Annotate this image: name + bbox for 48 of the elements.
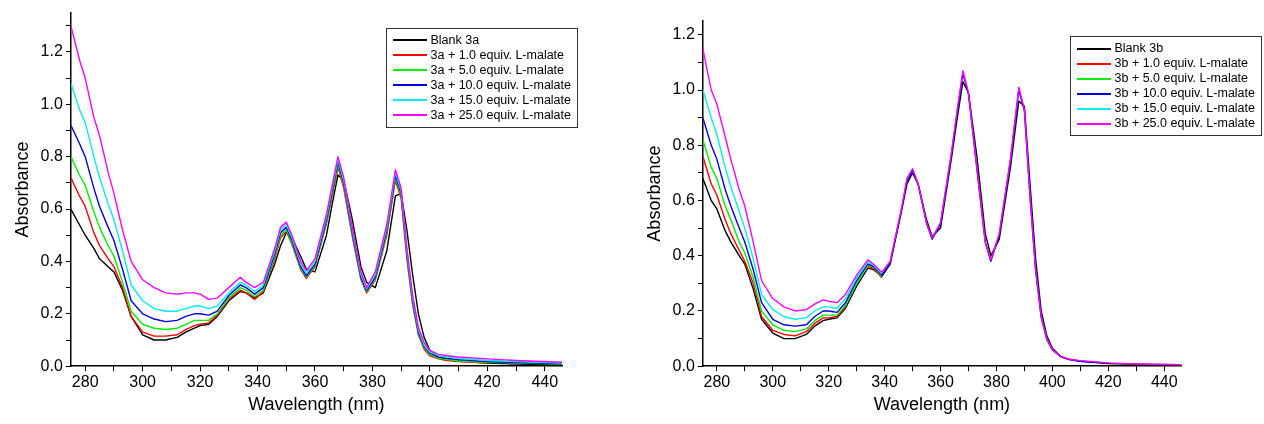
y-tick-label: 1.0 <box>40 94 63 112</box>
y-axis-title: Absorbance <box>643 145 664 242</box>
x-tick-label: 320 <box>815 373 843 391</box>
x-tick-label: 420 <box>473 373 501 391</box>
x-tick-label: 280 <box>71 373 99 391</box>
legend-label: 3a + 25.0 equiv. L-malate <box>430 107 571 123</box>
legend-label: 3a + 15.0 equiv. L-malate <box>430 92 571 108</box>
legend-label: Blank 3b <box>1114 41 1164 56</box>
x-tick-label: 380 <box>359 373 386 391</box>
y-tick-label: 0.6 <box>40 199 63 217</box>
legend-label: 3a + 10.0 equiv. L-malate <box>430 77 571 93</box>
legend-label: 3a + 1.0 equiv. L-malate <box>430 47 565 63</box>
x-tick-label: 440 <box>1150 373 1178 391</box>
y-tick-label: 1.0 <box>672 80 695 98</box>
x-tick-label: 420 <box>1094 373 1122 391</box>
legend-label: 3b + 5.0 equiv. L-malate <box>1114 71 1249 86</box>
x-axis-title: Wavelength (nm) <box>248 394 385 415</box>
legend-label: 3b + 25.0 equiv. L-malate <box>1114 116 1255 131</box>
y-tick-label: 0.8 <box>40 147 63 165</box>
y-tick-label: 0.2 <box>40 304 63 322</box>
x-tick-label: 280 <box>703 373 731 391</box>
y-tick-label: 0.6 <box>672 190 695 208</box>
x-tick-label: 340 <box>871 373 899 391</box>
y-tick-label: 0.0 <box>672 356 695 374</box>
x-tick-label: 380 <box>983 373 1010 391</box>
legend-label: 3a + 5.0 equiv. L-malate <box>430 62 565 78</box>
legend-label: 3b + 1.0 equiv. L-malate <box>1114 56 1249 71</box>
x-tick-label: 400 <box>1039 373 1066 391</box>
x-tick-label: 400 <box>416 373 444 391</box>
legend-label: Blank 3a <box>430 32 480 48</box>
x-axis-title: Wavelength (nm) <box>873 394 1011 415</box>
x-tick-label: 300 <box>759 373 787 391</box>
legend-label: 3b + 15.0 equiv. L-malate <box>1114 101 1255 116</box>
x-tick-label: 360 <box>301 373 329 391</box>
y-axis-title: Absorbance <box>11 141 32 238</box>
y-tick-label: 0.8 <box>672 135 695 153</box>
y-tick-label: 0.0 <box>40 356 63 374</box>
y-tick-label: 0.2 <box>672 301 695 319</box>
x-tick-label: 360 <box>927 373 954 391</box>
x-tick-label: 320 <box>186 373 214 391</box>
y-tick-label: 0.4 <box>672 246 695 264</box>
x-tick-label: 440 <box>531 373 559 391</box>
legend-label: 3b + 10.0 equiv. L-malate <box>1114 86 1255 101</box>
y-tick-label: 1.2 <box>40 42 63 60</box>
y-tick-label: 0.4 <box>40 251 63 269</box>
x-tick-label: 340 <box>244 373 271 391</box>
x-tick-label: 300 <box>129 373 157 391</box>
y-tick-label: 1.2 <box>672 25 695 43</box>
